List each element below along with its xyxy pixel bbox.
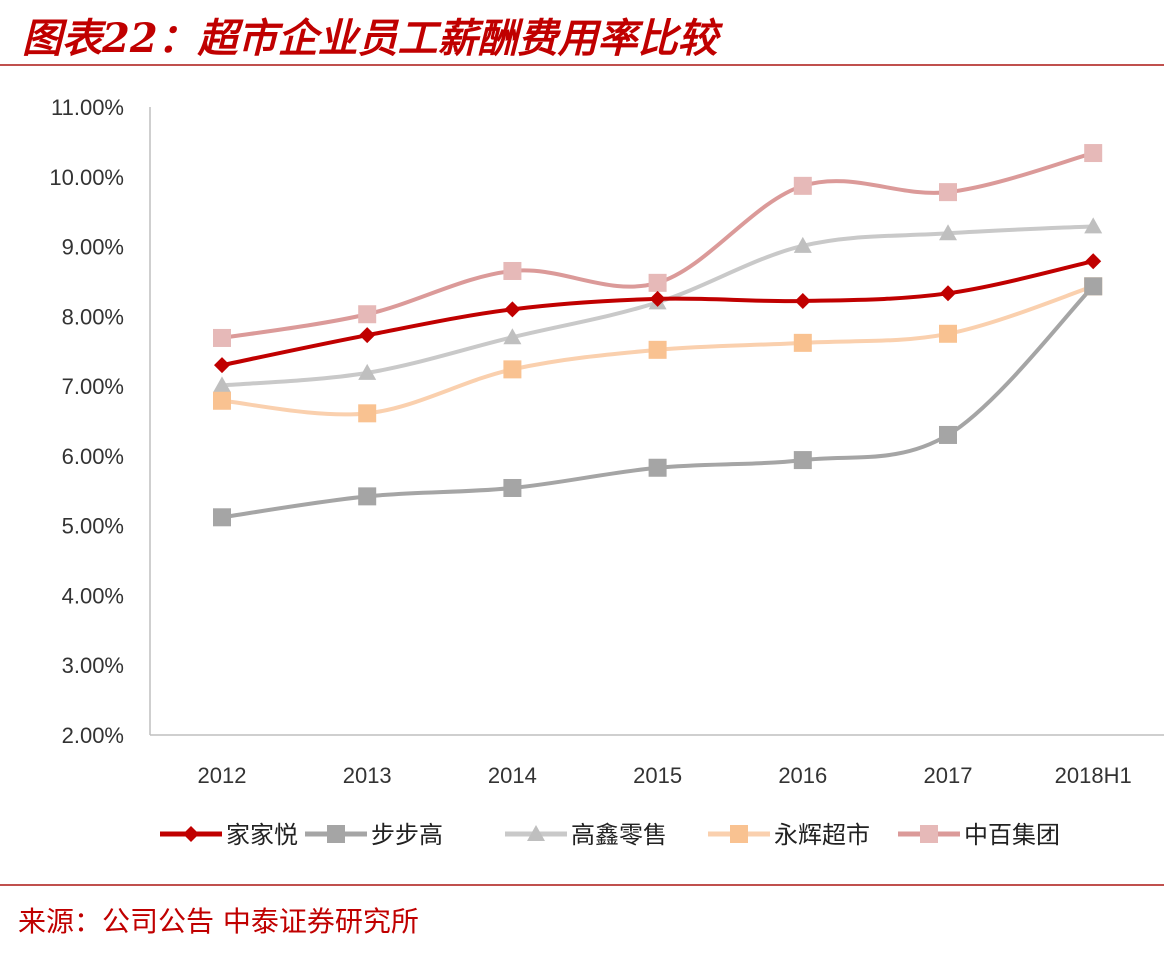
y-tick-label: 4.00% — [62, 583, 124, 608]
data-point-2 — [939, 224, 957, 241]
legend-marker-2 — [527, 825, 545, 841]
data-point-3 — [213, 391, 231, 410]
data-point-1 — [939, 425, 957, 444]
data-point-4 — [213, 328, 231, 347]
data-point-2 — [503, 328, 522, 345]
series-line-1 — [221, 284, 1095, 520]
source-note: 来源：公司公告 中泰证券研究所 — [18, 905, 419, 938]
data-point-2 — [793, 236, 812, 253]
data-point-4 — [648, 273, 667, 292]
data-point-1 — [358, 487, 377, 506]
data-point-1 — [503, 478, 522, 497]
data-point-3 — [503, 360, 522, 379]
y-tick-label: 6.00% — [62, 444, 124, 469]
y-tick-label: 11.00% — [51, 95, 124, 120]
legend-label: 永辉超市 — [774, 822, 870, 849]
x-tick-label: 2012 — [198, 763, 247, 788]
data-point-4 — [358, 305, 377, 324]
data-point-1 — [793, 451, 812, 470]
data-point-4 — [503, 261, 522, 280]
data-point-1 — [213, 508, 231, 527]
x-tick-label: 2018H1 — [1055, 763, 1132, 788]
data-point-0 — [649, 290, 666, 307]
y-tick-label: 7.00% — [62, 374, 124, 399]
y-tick-label: 8.00% — [62, 304, 124, 329]
data-point-0 — [504, 301, 521, 318]
y-tick-label: 3.00% — [62, 653, 124, 678]
data-point-4 — [793, 176, 812, 195]
data-point-0 — [214, 357, 230, 374]
x-tick-label: 2013 — [343, 763, 392, 788]
chart-title: 图表22：超市企业员工薪酬费用率比较 — [22, 15, 718, 62]
data-point-2 — [1084, 217, 1103, 234]
legend-marker-3 — [730, 825, 748, 843]
data-point-0 — [940, 285, 956, 302]
data-point-4 — [1084, 144, 1103, 163]
x-tick-label: 2016 — [778, 763, 827, 788]
x-tick-label: 2017 — [924, 763, 973, 788]
legend-marker-1 — [327, 825, 345, 843]
x-tick-label: 2014 — [488, 763, 537, 788]
source-divider — [0, 884, 1164, 886]
data-point-3 — [793, 333, 812, 352]
legend-label: 家家悦 — [226, 822, 298, 849]
y-tick-label: 9.00% — [62, 235, 124, 260]
data-point-2 — [213, 376, 231, 393]
x-tick-label: 2015 — [633, 763, 682, 788]
data-point-3 — [939, 324, 957, 343]
y-tick-label: 10.00% — [49, 165, 124, 190]
data-point-4 — [939, 183, 957, 202]
data-point-0 — [1085, 253, 1102, 270]
legend-label: 中百集团 — [964, 822, 1060, 849]
data-point-3 — [358, 404, 377, 423]
data-point-3 — [648, 340, 667, 359]
data-point-0 — [359, 327, 376, 344]
y-tick-label: 2.00% — [62, 723, 124, 748]
legend-marker-4 — [920, 825, 938, 843]
data-point-1 — [1084, 277, 1103, 296]
legend-label: 步步高 — [371, 822, 443, 849]
series-line-4 — [221, 151, 1094, 340]
y-tick-label: 5.00% — [62, 514, 124, 539]
title-divider — [0, 64, 1164, 66]
legend-marker-0 — [183, 826, 199, 842]
data-point-2 — [358, 363, 377, 380]
data-point-1 — [648, 458, 667, 477]
legend-label: 高鑫零售 — [571, 822, 667, 849]
data-point-0 — [794, 292, 811, 309]
